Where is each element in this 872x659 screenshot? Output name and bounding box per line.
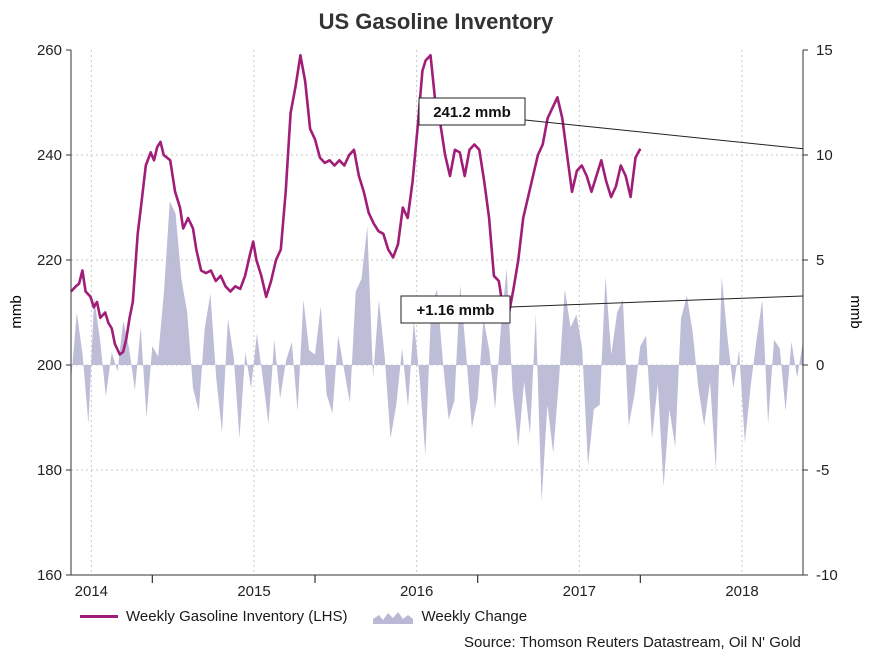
inventory-series xyxy=(70,53,642,356)
axes: 160 180 200 220 240 260 -10 -5 0 5 10 15 2014 2015 201… xyxy=(37,42,838,600)
x-tick-label: 2014 xyxy=(75,583,108,600)
annotations: 241.2 mmb +1.16 mmb xyxy=(400,97,804,324)
chart-title: US Gasoline Inventory xyxy=(319,9,554,34)
legend-item-weekly-change: Weekly Change xyxy=(373,608,527,625)
y-right-tick-label: 0 xyxy=(816,357,824,374)
x-tick-label: 2018 xyxy=(725,583,758,600)
legend-label-weekly-change: Weekly Change xyxy=(421,608,528,625)
x-tick-label: 2017 xyxy=(563,583,596,600)
legend-area-swatch xyxy=(373,611,414,624)
annotation-box-inventory xyxy=(418,97,526,126)
source-note: Source: Thomson Reuters Datastream, Oil … xyxy=(464,634,801,651)
y-right-tick-label: 5 xyxy=(816,252,824,269)
legend-label-inventory: Weekly Gasoline Inventory (LHS) xyxy=(126,608,348,625)
legend: Weekly Gasoline Inventory (LHS) Weekly C… xyxy=(80,608,553,625)
y-left-tick-label: 160 xyxy=(37,567,62,584)
annotation-label-change: +1.16 mmb xyxy=(417,302,495,319)
y-left-tick-label: 260 xyxy=(37,42,62,59)
weekly-change-series xyxy=(71,201,803,502)
annotation-leader-change xyxy=(509,295,804,308)
annotation-label-inventory: 241.2 mmb xyxy=(433,104,511,121)
y-right-tick-label: -10 xyxy=(816,567,838,584)
legend-line-swatch xyxy=(80,615,118,618)
x-tick-label: 2016 xyxy=(400,583,433,600)
y-left-tick-label: 240 xyxy=(37,147,62,164)
y-right-tick-label: 15 xyxy=(816,42,833,59)
x-tick-label: 2015 xyxy=(237,583,270,600)
y-left-tick-label: 220 xyxy=(37,252,62,269)
weekly-change-area xyxy=(71,201,803,502)
annotation-leader-inventory xyxy=(524,119,804,150)
y-left-tick-label: 180 xyxy=(37,462,62,479)
y-right-tick-label: -5 xyxy=(816,462,829,479)
y-axis-left-label: mmb xyxy=(8,295,25,328)
y-axis-right-label: mmb xyxy=(847,295,864,328)
annotation-box-change xyxy=(400,295,511,324)
legend-item-inventory: Weekly Gasoline Inventory (LHS) xyxy=(80,608,347,625)
y-left-tick-label: 200 xyxy=(37,357,62,374)
y-right-tick-label: 10 xyxy=(816,147,833,164)
inventory-line xyxy=(70,53,642,356)
